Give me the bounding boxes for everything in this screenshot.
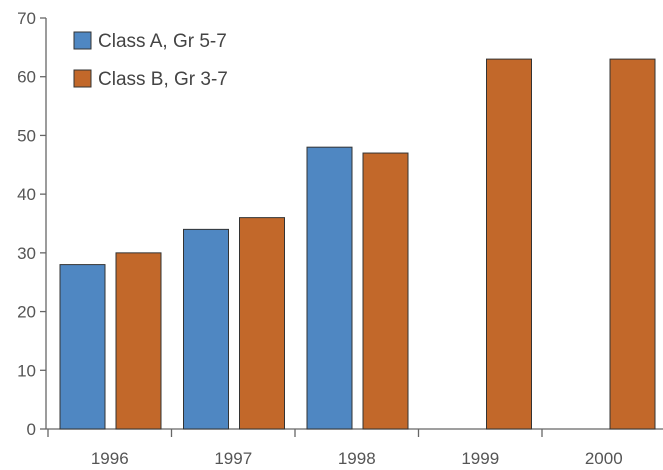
y-tick-label: 0 — [27, 420, 36, 439]
bar-class-a-1996 — [59, 264, 106, 430]
bar-class-a-1998 — [306, 146, 353, 430]
legend-label-class-b: Class B, Gr 3-7 — [98, 69, 228, 90]
y-tick-label: 40 — [17, 185, 36, 204]
x-tick-label: 1998 — [338, 449, 376, 468]
bar-class-b-2000 — [609, 58, 656, 430]
bar-class-b-1997 — [239, 217, 285, 430]
y-axis: 0 10 20 30 40 50 60 70 — [17, 9, 47, 439]
x-tick-label: 1999 — [461, 449, 499, 468]
bar-class-b-1998 — [362, 152, 409, 430]
x-tick-label: 1997 — [214, 449, 252, 468]
y-tick-label: 60 — [17, 68, 36, 87]
y-tick-label: 10 — [17, 361, 36, 380]
legend-swatch-class-b — [73, 69, 92, 88]
x-tick-label: 2000 — [585, 449, 623, 468]
bar-class-a-1997 — [183, 228, 229, 430]
x-tick-label: 1996 — [91, 449, 129, 468]
legend-swatch-class-a — [73, 31, 92, 50]
legend-label-class-a: Class A, Gr 5-7 — [98, 31, 227, 52]
y-tick-label: 70 — [17, 9, 36, 28]
legend: Class A, Gr 5-7 Class B, Gr 3-7 — [73, 31, 228, 90]
y-tick-label: 50 — [17, 126, 36, 145]
bar-class-b-1996 — [115, 252, 162, 430]
x-axis: 1996 1997 1998 1999 2000 — [46, 428, 663, 468]
bars — [59, 58, 656, 430]
y-tick-label: 30 — [17, 244, 36, 263]
bar-class-b-1999 — [486, 58, 532, 430]
y-tick-label: 20 — [17, 303, 36, 322]
